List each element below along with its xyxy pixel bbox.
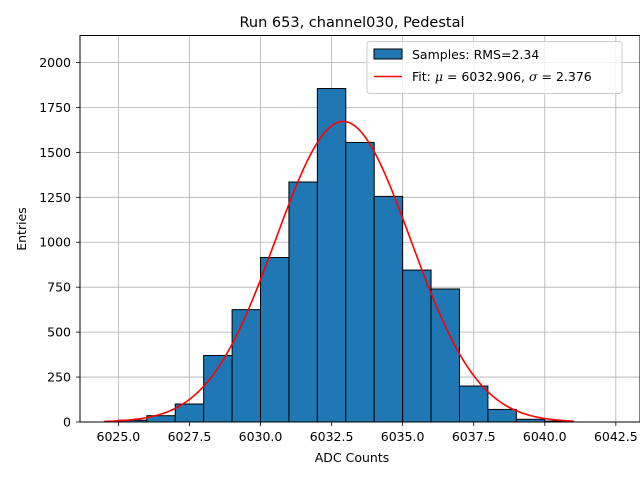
histogram-bar bbox=[430, 288, 460, 423]
histogram-bar bbox=[402, 269, 432, 423]
y-tick-label: 1000 bbox=[39, 235, 71, 250]
histogram-bar bbox=[316, 88, 347, 423]
y-tick-label: 2000 bbox=[39, 55, 71, 70]
legend-histogram-label: Samples: RMS=2.34 bbox=[412, 47, 539, 62]
y-tick-label: 1250 bbox=[39, 190, 71, 205]
x-tick-label: 6042.5 bbox=[594, 429, 638, 444]
fit-curve-layer bbox=[104, 120, 574, 423]
y-tick-label: 750 bbox=[47, 280, 71, 295]
histogram-bar bbox=[487, 408, 517, 423]
x-tick-label: 6030.0 bbox=[239, 429, 283, 444]
x-tick-label: 6025.0 bbox=[97, 429, 141, 444]
y-tick-label: 1750 bbox=[39, 100, 71, 115]
y-tick-label: 1500 bbox=[39, 145, 71, 160]
legend-histogram-swatch bbox=[373, 48, 403, 60]
x-axis-label: ADC Counts bbox=[315, 450, 390, 465]
x-axis-ticks: 6025.0 6027.5 6030.0 6032.5 6035.0 6037.5 6040… bbox=[97, 422, 638, 444]
x-tick-label: 6035.0 bbox=[381, 429, 425, 444]
legend-sigma-symbol: σ bbox=[529, 69, 538, 84]
y-tick-label: 500 bbox=[47, 325, 71, 340]
legend-mu-text: = 6032.906, bbox=[443, 69, 529, 84]
x-tick-label: 6040.0 bbox=[523, 429, 567, 444]
histogram-bar bbox=[260, 257, 290, 423]
plot-frame bbox=[79, 35, 640, 423]
x-tick-label: 6027.5 bbox=[168, 429, 212, 444]
histogram-bar bbox=[288, 181, 318, 423]
legend: Samples: RMS=2.34 Fit: μ = 6032.906, σ =… bbox=[366, 41, 623, 94]
legend-mu-symbol: μ bbox=[435, 69, 443, 84]
histogram-bar bbox=[231, 309, 262, 423]
y-axis-label: Entries bbox=[14, 207, 29, 251]
chart-title: Run 653, channel030, Pedestal bbox=[239, 15, 464, 31]
legend-fit-prefix: Fit: bbox=[412, 69, 435, 84]
histogram-bar bbox=[203, 354, 233, 423]
x-tick-label: 6032.5 bbox=[310, 429, 354, 444]
y-tick-label: 0 bbox=[63, 415, 71, 430]
legend-sigma-text: = 2.376 bbox=[538, 69, 592, 84]
histogram-bars bbox=[117, 88, 574, 423]
histogram-bar bbox=[458, 385, 489, 423]
y-tick-label: 250 bbox=[47, 370, 71, 385]
y-axis-ticks: 0 250 500 750 1000 1250 1500 1750 2000 bbox=[39, 55, 80, 430]
fit-curve bbox=[104, 120, 574, 423]
legend-box bbox=[366, 41, 623, 94]
histogram-bar bbox=[373, 195, 404, 423]
legend-fit-label: Fit: μ = 6032.906, σ = 2.376 bbox=[412, 69, 592, 84]
x-tick-label: 6037.5 bbox=[452, 429, 496, 444]
histogram-bar bbox=[345, 141, 375, 423]
